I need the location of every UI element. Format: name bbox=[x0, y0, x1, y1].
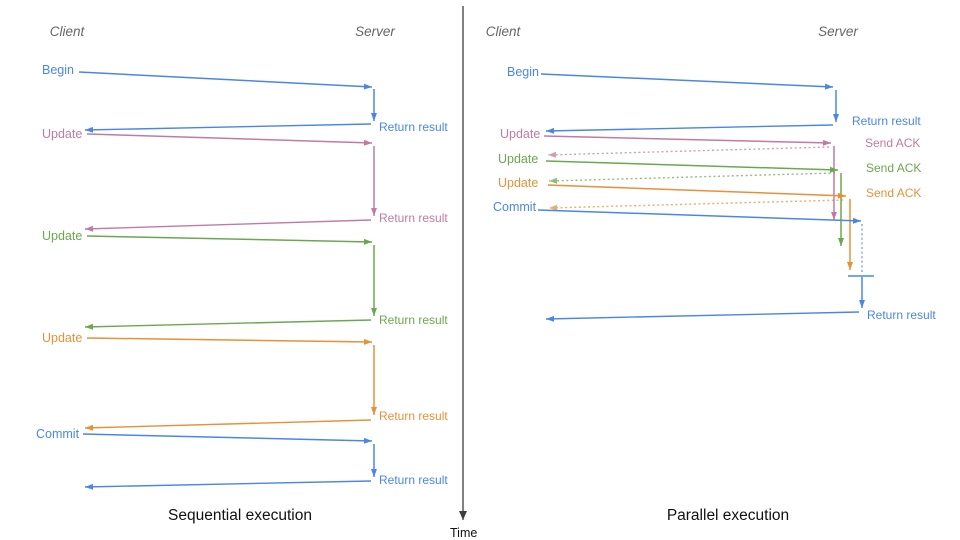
par-step-update-3: Update Send ACK bbox=[498, 176, 921, 270]
response-label: Return result bbox=[379, 473, 448, 487]
request-label: Begin bbox=[42, 63, 74, 77]
return-arrow bbox=[84, 419, 372, 431]
parallel-panel: Client Server Begin Return result Update… bbox=[486, 24, 937, 524]
par-step-update-2: Update Send ACK bbox=[498, 152, 921, 246]
server-header: Server bbox=[355, 24, 395, 39]
return-arrow bbox=[545, 311, 860, 322]
request-label: Update bbox=[498, 176, 538, 190]
response-label: Return result bbox=[379, 313, 448, 327]
return-arrow bbox=[84, 123, 372, 133]
request-label: Update bbox=[500, 127, 540, 141]
time-axis: Time bbox=[450, 6, 477, 540]
ack-arrow bbox=[548, 172, 836, 184]
seq-step-update-1: Update Return result bbox=[42, 127, 448, 232]
request-arrow bbox=[86, 133, 373, 146]
request-label: Commit bbox=[493, 200, 537, 214]
response-label: Return result bbox=[867, 308, 936, 322]
response-label: Send ACK bbox=[866, 186, 921, 200]
return-arrow bbox=[84, 480, 372, 490]
request-label: Update bbox=[42, 127, 82, 141]
par-step-update-1: Update Send ACK bbox=[500, 127, 920, 220]
request-label: Update bbox=[498, 152, 538, 166]
request-arrow bbox=[543, 135, 832, 146]
seq-step-commit: Commit Return result bbox=[36, 427, 448, 490]
request-arrow bbox=[537, 209, 862, 224]
request-arrow bbox=[86, 337, 373, 345]
request-label: Update bbox=[42, 229, 82, 243]
return-arrow bbox=[545, 124, 834, 134]
return-arrow bbox=[84, 219, 372, 232]
time-axis-label: Time bbox=[450, 526, 477, 540]
seq-step-update-2: Update Return result bbox=[42, 229, 448, 330]
panel-caption: Sequential execution bbox=[168, 507, 312, 524]
response-label: Return result bbox=[379, 409, 448, 423]
seq-step-begin: Begin Return result bbox=[42, 63, 448, 134]
request-label: Begin bbox=[507, 65, 539, 79]
request-arrow bbox=[82, 433, 373, 444]
response-label: Send ACK bbox=[866, 161, 921, 175]
response-label: Return result bbox=[379, 211, 448, 225]
return-arrow bbox=[84, 319, 372, 330]
request-label: Commit bbox=[36, 427, 80, 441]
request-label: Update bbox=[42, 331, 82, 345]
panel-caption: Parallel execution bbox=[667, 507, 789, 524]
request-arrow bbox=[78, 71, 373, 90]
request-arrow bbox=[547, 184, 847, 199]
request-arrow bbox=[545, 160, 839, 173]
seq-step-update-3: Update Return result bbox=[42, 331, 448, 431]
request-arrow bbox=[86, 235, 373, 245]
ack-arrow bbox=[547, 146, 830, 158]
response-label: Return result bbox=[852, 114, 921, 128]
request-arrow bbox=[540, 73, 834, 90]
response-label: Send ACK bbox=[865, 136, 920, 150]
response-label: Return result bbox=[379, 120, 448, 134]
sequential-panel: Client Server Begin Return result Update… bbox=[36, 24, 448, 524]
par-step-begin: Begin Return result bbox=[507, 65, 921, 134]
client-header: Client bbox=[50, 24, 86, 39]
par-step-commit: Commit Return result bbox=[493, 200, 936, 322]
server-header: Server bbox=[818, 24, 858, 39]
client-header: Client bbox=[486, 24, 522, 39]
ack-arrow bbox=[548, 199, 844, 211]
